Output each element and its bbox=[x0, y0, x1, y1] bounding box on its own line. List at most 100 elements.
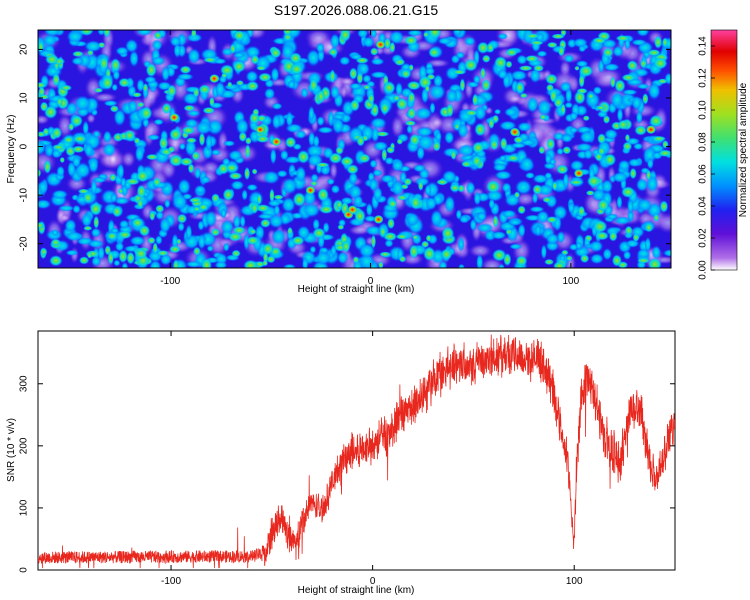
heatmap-cell-high bbox=[211, 193, 220, 204]
heatmap-cell-mid bbox=[536, 50, 548, 58]
snr-series-line bbox=[38, 334, 675, 569]
heatmap-cell-high bbox=[620, 186, 636, 198]
heatmap-cell-mid bbox=[127, 99, 138, 114]
heatmap-cell-high bbox=[396, 138, 404, 145]
heatmap-cell-mid bbox=[575, 241, 583, 250]
heatmap-cell-mid bbox=[176, 73, 194, 81]
heatmap-cell-high bbox=[283, 33, 292, 42]
heatmap-cell-high bbox=[562, 146, 572, 155]
heatmap-cell-mid bbox=[315, 251, 332, 266]
heatmap-cell-mid bbox=[562, 172, 570, 190]
heatmap-cell-high bbox=[645, 169, 652, 181]
heatmap-cell-mid bbox=[65, 231, 83, 242]
heatmap-cell-high bbox=[349, 67, 358, 80]
heatmap-cell-high bbox=[210, 228, 221, 237]
heatmap-cell-high bbox=[245, 143, 251, 159]
heatmap-cell-high bbox=[651, 135, 667, 142]
heatmap-cell-high bbox=[256, 114, 267, 123]
heatmap-cell-high bbox=[545, 137, 556, 150]
heatmap-cell-high bbox=[109, 105, 119, 113]
heatmap-y-label: Frequency (Hz) bbox=[6, 115, 17, 184]
heatmap-cell-mid bbox=[509, 243, 523, 250]
heatmap-cell-high bbox=[352, 256, 360, 264]
heatmap-cell-high bbox=[476, 41, 490, 55]
heatmap-cell-high bbox=[597, 133, 607, 145]
heatmap-cell-mid bbox=[501, 209, 517, 219]
heatmap-cell-high bbox=[629, 167, 637, 180]
heatmap-cell-mid bbox=[337, 251, 349, 265]
heatmap-cell-mid bbox=[268, 214, 284, 229]
heatmap-peak bbox=[271, 137, 282, 147]
heatmap-cell-mid bbox=[424, 66, 436, 76]
heatmap-cell-high bbox=[59, 84, 73, 91]
heatmap-cell-high bbox=[396, 194, 408, 201]
heatmap-cell-high bbox=[296, 149, 310, 164]
heatmap-cell-mid bbox=[206, 245, 214, 252]
heatmap-cell-mid bbox=[531, 192, 539, 205]
heatmap-cell-high bbox=[451, 69, 467, 75]
heatmap-cell-mid bbox=[38, 140, 47, 156]
heatmap-cell-mid bbox=[406, 124, 413, 135]
heatmap-cell-mid bbox=[164, 198, 171, 209]
heatmap-cell-mid bbox=[473, 190, 482, 206]
heatmap-cell-mid bbox=[662, 249, 671, 257]
heatmap-cell-high bbox=[328, 48, 338, 57]
heatmap-cell-high bbox=[269, 188, 275, 203]
heatmap-cell-mid bbox=[264, 87, 276, 100]
heatmap-cell-mid bbox=[57, 205, 75, 212]
heatmap-cell-high bbox=[292, 192, 307, 207]
heatmap-cell-mid bbox=[621, 89, 638, 96]
heatmap-cell-high bbox=[409, 244, 419, 259]
heatmap-cell-high bbox=[284, 136, 297, 149]
heatmap-cell-high bbox=[481, 78, 491, 92]
heatmap-cell-mid bbox=[90, 227, 101, 238]
heatmap-cell-high bbox=[183, 104, 196, 112]
heatmap-cell-mid bbox=[369, 159, 378, 169]
heatmap-cell-high bbox=[568, 179, 584, 186]
heatmap-cell-mid bbox=[66, 30, 84, 43]
heatmap-cell-mid bbox=[610, 91, 624, 109]
heatmap-cell-high bbox=[653, 35, 663, 49]
heatmap-cell-high bbox=[198, 84, 211, 95]
heatmap-cell-high bbox=[255, 135, 270, 143]
x-tick-label: 0 bbox=[368, 276, 374, 287]
heatmap-cell-mid bbox=[490, 231, 507, 240]
heatmap-cell-mid bbox=[529, 68, 541, 84]
heatmap-cell-high bbox=[339, 156, 355, 167]
heatmap-cell-high bbox=[217, 162, 230, 175]
heatmap-cell-mid bbox=[564, 101, 574, 109]
heatmap-cell-high bbox=[161, 102, 172, 115]
heatmap-cell-high bbox=[256, 193, 262, 205]
heatmap-cell-high bbox=[77, 188, 90, 194]
heatmap-cell-high bbox=[515, 81, 525, 94]
heatmap-cell-high bbox=[480, 67, 486, 80]
heatmap-cell-mid bbox=[508, 218, 522, 226]
heatmap-cell-mid bbox=[301, 256, 309, 268]
heatmap-cell-mid bbox=[563, 54, 575, 63]
heatmap-cell-high bbox=[492, 114, 500, 124]
heatmap-cell-low bbox=[121, 151, 136, 168]
y-tick-label: -10 bbox=[19, 187, 30, 202]
heatmap-cell-high bbox=[193, 246, 201, 256]
heatmap-cell-high bbox=[315, 162, 330, 168]
y-tick-label: 300 bbox=[19, 375, 30, 392]
heatmap-cell-mid bbox=[636, 198, 653, 212]
heatmap-cell-high bbox=[615, 35, 631, 42]
heatmap-cell-high bbox=[657, 78, 668, 85]
heatmap-cell-mid bbox=[262, 170, 280, 185]
heatmap-cell-mid bbox=[197, 220, 205, 231]
heatmap-cell-high bbox=[506, 154, 521, 162]
heatmap-cell-mid bbox=[241, 189, 248, 201]
heatmap-cell-mid bbox=[616, 195, 623, 210]
heatmap-cell-mid bbox=[230, 180, 245, 191]
heatmap-cell-high bbox=[38, 168, 42, 178]
heatmap-cell-high bbox=[185, 137, 198, 144]
heatmap-cell-high bbox=[188, 197, 203, 204]
heatmap-cell-high bbox=[513, 136, 524, 144]
heatmap-cell-high bbox=[83, 225, 93, 231]
heatmap-peak bbox=[509, 127, 520, 137]
heatmap-cell-mid bbox=[239, 215, 246, 228]
heatmap-cell-mid bbox=[630, 39, 648, 46]
heatmap-cell-mid bbox=[116, 162, 125, 181]
heatmap-cell-mid bbox=[388, 30, 405, 45]
